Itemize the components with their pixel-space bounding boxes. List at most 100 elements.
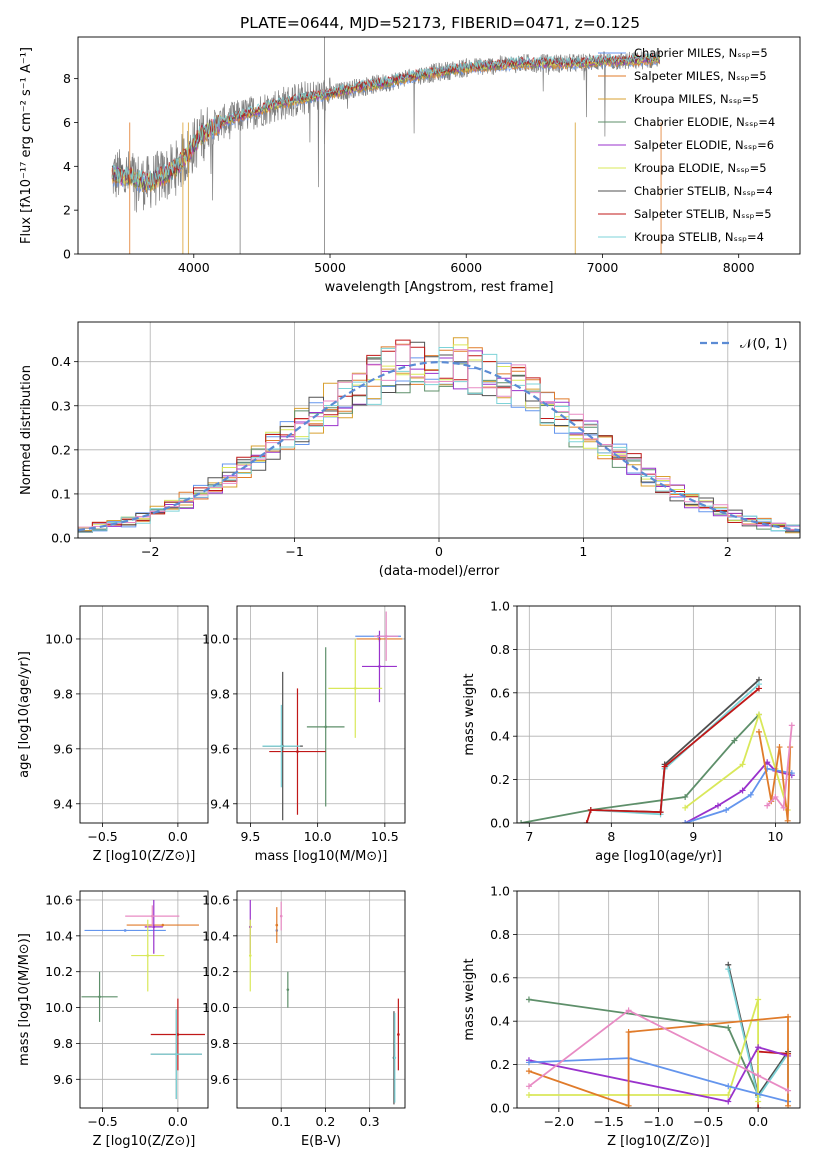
point-marker [397, 1033, 400, 1036]
data-point [140, 631, 167, 702]
point-marker [123, 929, 127, 932]
x-tick-label: 4000 [178, 260, 210, 275]
x-tick-label: −1 [285, 544, 303, 559]
data-point [81, 971, 118, 1022]
y-tick-label: 10.4 [202, 928, 230, 943]
x-tick-label: 0.3 [360, 1114, 380, 1129]
x-tick-label: 9 [689, 829, 697, 844]
y-tick-label: 0.4 [51, 354, 71, 369]
axes-3: −0.5 0.0 9.4 9.6 9.8 10.0 Z [log10(Z/Z⊙)] age [… [17, 606, 208, 864]
weight-marker [755, 1044, 762, 1051]
weight-marker [518, 820, 525, 823]
y-tick-label: 10.0 [45, 1000, 73, 1015]
point-marker [161, 923, 165, 927]
chart-title: PLATE=0644, MJD=52173, FIBERID=0471, z=0… [240, 14, 640, 32]
data-point [157, 664, 190, 818]
x-axis-label: E(B-V) [301, 1134, 341, 1149]
x-tick-label: 0.0 [168, 1114, 188, 1129]
axes-2: −2 −1 0 1 2 0.0 0.1 0.2 0.3 0.4 (data-model)/error… [19, 322, 800, 579]
x-tick-label: −2.0 [544, 1114, 574, 1129]
axes-1: 4000 5000 6000 7000 8000 0 2 4 6 8 wavelength [Ang… [19, 47, 755, 295]
y-tick-label: 0.0 [51, 531, 71, 546]
error-bars [248, 899, 400, 1105]
y-tick-label: 0 [63, 247, 71, 262]
weight-marker [723, 806, 730, 813]
y-tick-label: 9.6 [53, 741, 73, 756]
x-axis-label: (data-model)/error [379, 564, 500, 579]
data-point [262, 704, 301, 788]
x-tick-label: 7 [525, 829, 533, 844]
x-tick-label: 0.2 [315, 1114, 335, 1129]
point-marker [296, 750, 299, 753]
weight-marker [682, 793, 689, 800]
weight-marker [525, 1068, 532, 1075]
y-tick-label: 9.8 [53, 686, 73, 701]
axes-frame [236, 890, 406, 1109]
spectrum-data [111, 50, 661, 213]
legend-entry: Chabrier MILES, Nₛₛₚ=5 [634, 46, 768, 60]
weight-marker [747, 791, 754, 798]
y-tick-label: 0.6 [490, 685, 510, 700]
weight-marker [625, 1007, 632, 1014]
x-tick-label: 8000 [723, 260, 755, 275]
x-tick-label: 0 [435, 544, 443, 559]
x-tick-label: 10.5 [371, 829, 399, 844]
point-marker [353, 687, 357, 690]
x-tick-label: 10 [767, 829, 783, 844]
y-axis-label: mass weight [462, 673, 477, 755]
weight-marker [776, 744, 783, 751]
legend-entry: Salpeter STELIB, Nₛₛₚ=5 [634, 207, 772, 221]
weight-marker [788, 722, 795, 729]
legend-entry: Chabrier ELODIE, Nₛₛₚ=4 [634, 115, 775, 129]
weight-lines [518, 676, 795, 823]
axes-frame [79, 605, 209, 824]
y-tick-label: 10.2 [202, 964, 230, 979]
legend: Chabrier MILES, Nₛₛₚ=5 Salpeter MILES, Nₛ… [598, 46, 775, 244]
weight-marker [682, 820, 689, 823]
y-tick-label: 9.4 [53, 796, 73, 811]
y-tick-label: 6 [63, 115, 71, 130]
x-tick-label: 10.0 [304, 829, 332, 844]
data-point [275, 907, 279, 944]
x-tick-label: −1.5 [593, 1114, 623, 1129]
y-tick-label: 8 [63, 71, 71, 86]
axes-6: −0.5 0.0 9.6 9.8 10.0 10.2 10.4 10.6 Z [log10(Z/… [17, 891, 208, 1149]
x-tick-label: −0.5 [87, 1114, 117, 1129]
weight-marker [725, 966, 732, 973]
weight-marker [583, 820, 590, 823]
y-axis-label: Flux [fλ10⁻¹⁷ erg cm⁻² s⁻¹ A⁻¹] [19, 47, 34, 244]
y-tick-label: 10.0 [202, 631, 230, 646]
point-marker [280, 744, 283, 748]
point-marker [98, 995, 101, 999]
axes-frame [77, 36, 801, 255]
x-tick-label: 8 [607, 829, 615, 844]
weight-line-6 [684, 760, 793, 823]
weight-marker [525, 996, 532, 1003]
axes-8: −2.0 −1.5 −1.0 −0.5 0.0 0.0 0.2 0.4 0.6 0.8 1.0 Z [… [462, 884, 800, 1149]
x-tick-label: 6000 [450, 260, 482, 275]
point-marker [248, 954, 252, 957]
axes-frame [516, 605, 801, 824]
weight-line-9 [766, 725, 793, 811]
legend-entry: 𝒩(0, 1) [740, 337, 787, 352]
data-point [397, 998, 400, 1071]
weight-marker [731, 737, 738, 744]
axes-frame [79, 890, 209, 1109]
weight-marker [785, 1013, 792, 1020]
point-marker [279, 914, 283, 918]
x-axis-label: wavelength [Angstrom, rest frame] [325, 280, 554, 295]
point-marker [175, 745, 178, 748]
weight-marker [587, 806, 594, 813]
point-marker [175, 750, 178, 753]
weight-line-4 [585, 687, 760, 823]
point-marker [393, 1056, 397, 1060]
y-tick-label: 0.0 [490, 1101, 510, 1116]
weight-marker [764, 802, 771, 809]
y-tick-label: 0.0 [490, 816, 510, 831]
weight-marker [725, 1098, 732, 1105]
weight-line-1 [520, 713, 760, 823]
y-tick-label: 0.8 [490, 642, 510, 657]
x-tick-label: −2 [141, 544, 159, 559]
data-point [150, 1009, 202, 1100]
